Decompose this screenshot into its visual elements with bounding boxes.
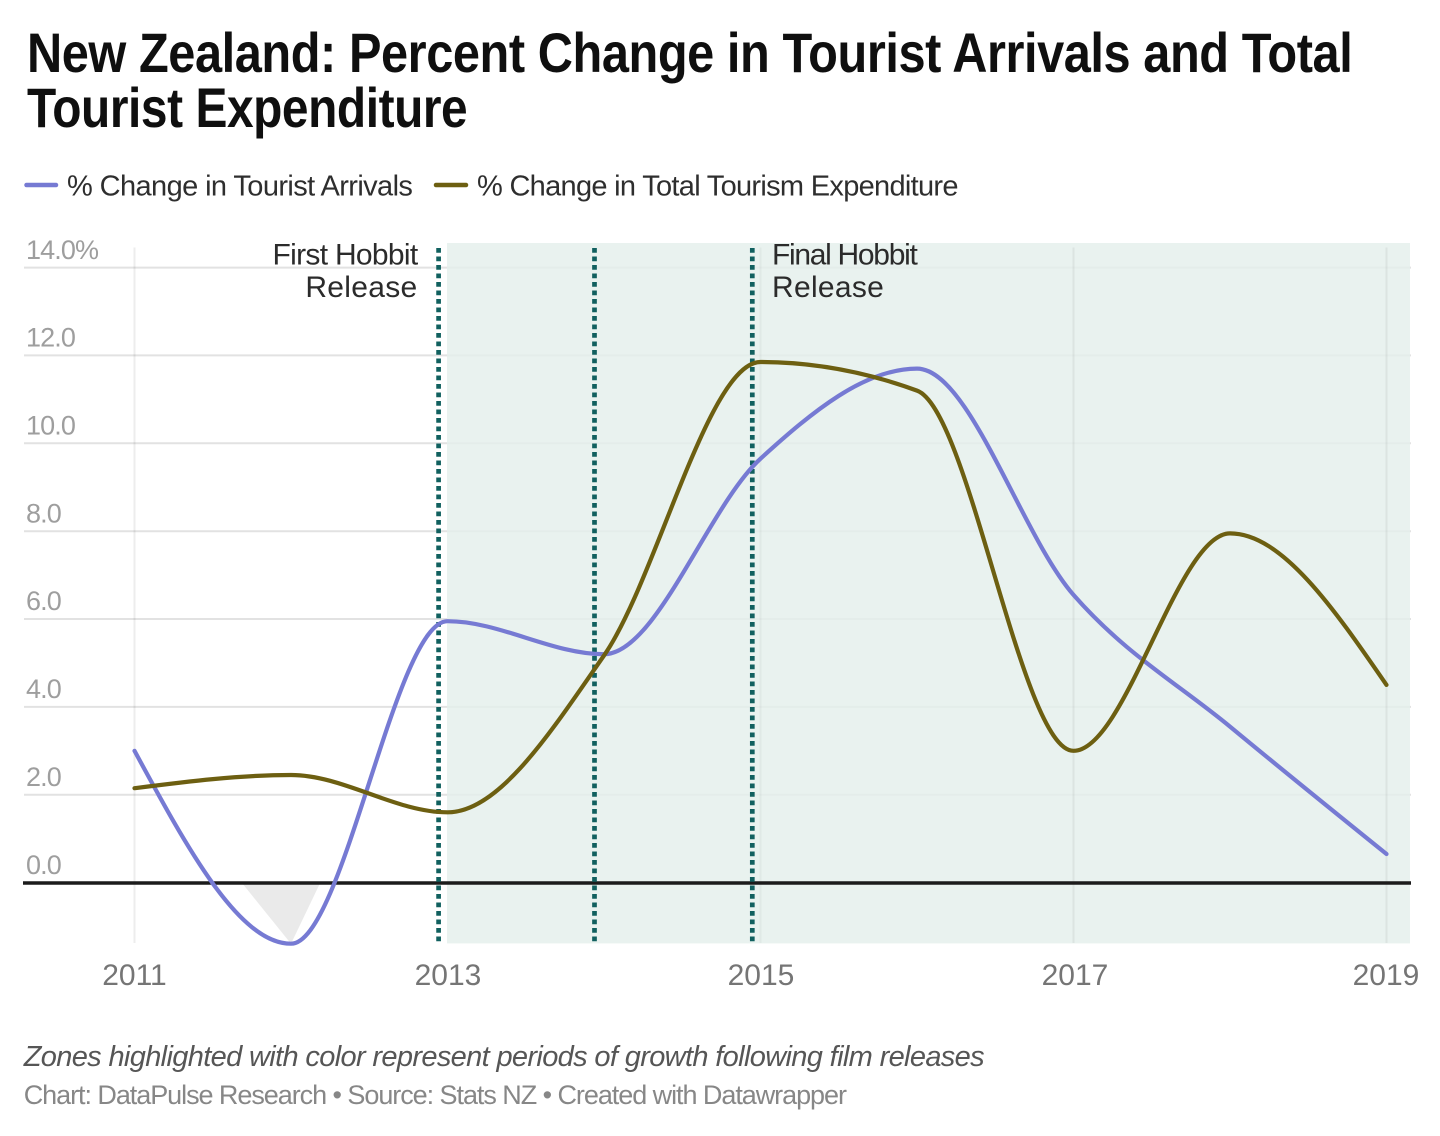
svg-text:12.0: 12.0 xyxy=(26,323,75,353)
svg-text:2019: 2019 xyxy=(1353,959,1420,992)
svg-text:0.0: 0.0 xyxy=(26,850,61,880)
svg-text:% Change in Tourist Arrivals: % Change in Tourist Arrivals xyxy=(67,171,412,203)
svg-text:New Zealand: Percent Change in: New Zealand: Percent Change in Tourist A… xyxy=(27,22,1352,85)
svg-text:% Change in Total Tourism Expe: % Change in Total Tourism Expenditure xyxy=(477,171,958,203)
svg-text:Release: Release xyxy=(772,271,884,304)
svg-text:14.0%: 14.0% xyxy=(26,235,99,265)
svg-text:4.0: 4.0 xyxy=(26,674,61,704)
svg-text:8.0: 8.0 xyxy=(26,498,61,528)
svg-text:Chart: DataPulse Research • So: Chart: DataPulse Research • Source: Stat… xyxy=(24,1080,847,1110)
svg-text:Zones highlighted with color r: Zones highlighted with color represent p… xyxy=(23,1041,984,1073)
svg-text:Tourist Expenditure: Tourist Expenditure xyxy=(27,78,467,140)
svg-text:2015: 2015 xyxy=(728,959,795,992)
svg-text:2011: 2011 xyxy=(102,959,167,992)
svg-text:10.0: 10.0 xyxy=(26,411,75,441)
svg-text:2.0: 2.0 xyxy=(26,762,61,792)
svg-text:6.0: 6.0 xyxy=(26,586,61,616)
svg-text:2013: 2013 xyxy=(415,959,482,992)
svg-text:Release: Release xyxy=(305,271,417,304)
svg-text:2017: 2017 xyxy=(1042,959,1109,992)
svg-text:Final Hobbit: Final Hobbit xyxy=(772,239,918,272)
svg-text:First Hobbit: First Hobbit xyxy=(273,239,419,272)
